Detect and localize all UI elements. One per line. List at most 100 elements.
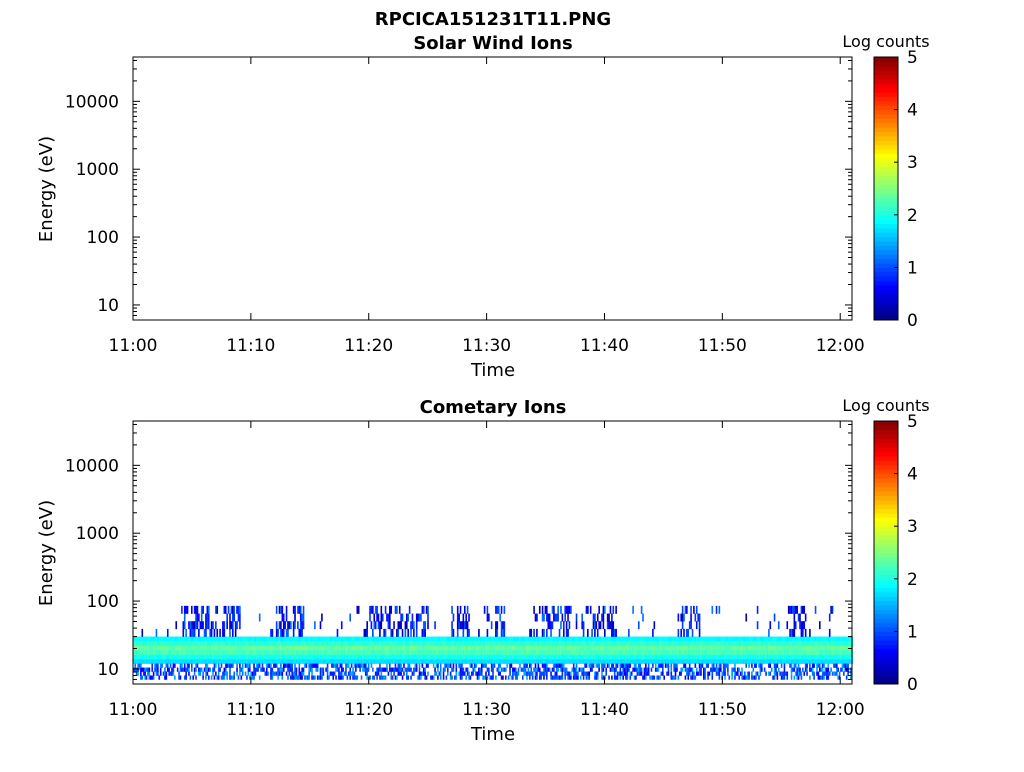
heatmap-cell [362, 645, 364, 651]
colorbar-swatch [874, 170, 898, 176]
heatmap-cell [304, 663, 306, 668]
heatmap-cell [326, 659, 329, 664]
heatmap-cell [181, 650, 183, 655]
heatmap-cell [509, 663, 511, 668]
heatmap-cell [292, 654, 295, 660]
heatmap-cell [554, 663, 557, 668]
heatmap-cell [816, 636, 818, 642]
heatmap-cell [198, 650, 200, 655]
x-tick-label: 11:30 [462, 336, 511, 356]
heatmap-cell [537, 645, 540, 651]
heatmap-cell [315, 650, 318, 655]
colorbar-swatch [874, 78, 898, 84]
heatmap-cell [482, 636, 484, 642]
heatmap-cell [333, 663, 336, 668]
heatmap-cell [463, 605, 466, 614]
heatmap-cell [298, 654, 301, 660]
heatmap-cell [232, 675, 234, 680]
heatmap-cell [823, 663, 825, 668]
heatmap-cell [275, 645, 278, 651]
heatmap-cell [336, 654, 339, 660]
heatmap-cell [643, 650, 646, 655]
heatmap-cell [383, 636, 385, 642]
heatmap-cell [637, 654, 640, 660]
heatmap-cell [161, 654, 163, 660]
heatmap-cell [579, 659, 582, 664]
cometary-ions-panel: Cometary Ions 11:00 11:10 11:20 11:30 11:40 1… [36, 396, 930, 745]
heatmap-cell [281, 667, 284, 672]
heatmap-cell [744, 659, 746, 664]
heatmap-cell [703, 641, 705, 646]
heatmap-cell [438, 671, 441, 676]
heatmap-cell [387, 645, 390, 651]
heatmap-cell [181, 641, 183, 646]
heatmap-cell [376, 659, 378, 664]
heatmap-cell [524, 659, 527, 664]
heatmap-cell [472, 659, 475, 664]
heatmap-cell [531, 659, 534, 664]
heatmap-cell [454, 650, 456, 655]
heatmap-cell [384, 605, 387, 614]
heatmap-cell [390, 659, 393, 664]
heatmap-cell [516, 645, 518, 651]
heatmap-cell [229, 671, 231, 676]
heatmap-cell [166, 667, 169, 672]
heatmap-cell [769, 671, 772, 676]
heatmap-cell [719, 641, 722, 646]
panel-title: Cometary Ions [420, 397, 567, 418]
heatmap-cell [660, 645, 663, 651]
heatmap-cell [488, 645, 490, 651]
heatmap-cell [396, 636, 398, 642]
heatmap-cell [196, 641, 199, 646]
heatmap-cell [529, 628, 531, 637]
heatmap-cell [347, 645, 350, 651]
heatmap-cell [674, 663, 677, 668]
heatmap-cell [564, 675, 567, 680]
heatmap-cell [707, 650, 709, 655]
heatmap-cell [205, 628, 207, 637]
colorbar-tick-label: 1 [907, 622, 918, 642]
heatmap-cell [777, 641, 780, 646]
heatmap-cell [724, 636, 726, 642]
heatmap-cell [188, 659, 190, 664]
heatmap-cell [833, 636, 835, 642]
heatmap-cell [626, 663, 629, 668]
heatmap-cell [224, 641, 227, 646]
heatmap-cell [326, 641, 329, 646]
heatmap-cell [144, 671, 146, 676]
heatmap-cell [134, 636, 137, 642]
heatmap-cell [331, 641, 333, 646]
heatmap-cell [636, 636, 639, 642]
heatmap-cell [234, 654, 237, 660]
heatmap-cell [684, 659, 687, 664]
heatmap-cell [192, 641, 195, 646]
heatmap-cell [654, 645, 657, 651]
heatmap-cell [712, 659, 715, 664]
heatmap-cell [635, 675, 637, 680]
heatmap-cell [297, 636, 299, 642]
heatmap-cell [711, 636, 714, 642]
heatmap-cell [326, 675, 329, 680]
heatmap-cell [510, 663, 513, 668]
heatmap-cell [616, 675, 619, 680]
heatmap-cell [199, 621, 202, 630]
heatmap-cell [137, 659, 139, 664]
heatmap-cell [817, 654, 820, 660]
heatmap-cell [488, 659, 490, 664]
heatmap-cell [704, 636, 707, 642]
heatmap-cell [553, 613, 555, 622]
heatmap-cell [660, 671, 663, 676]
heatmap-cell [275, 605, 278, 614]
heatmap-cell [670, 671, 673, 676]
heatmap-cell [347, 650, 350, 655]
heatmap-cell [456, 641, 459, 646]
heatmap-cell [366, 641, 368, 646]
heatmap-cell [666, 663, 668, 668]
heatmap-cell [447, 667, 449, 672]
heatmap-cell [483, 654, 486, 660]
heatmap-cell [387, 659, 390, 664]
heatmap-cell [339, 645, 342, 651]
heatmap-cell [656, 636, 658, 642]
heatmap-cell [326, 663, 329, 668]
heatmap-cell [247, 641, 250, 646]
